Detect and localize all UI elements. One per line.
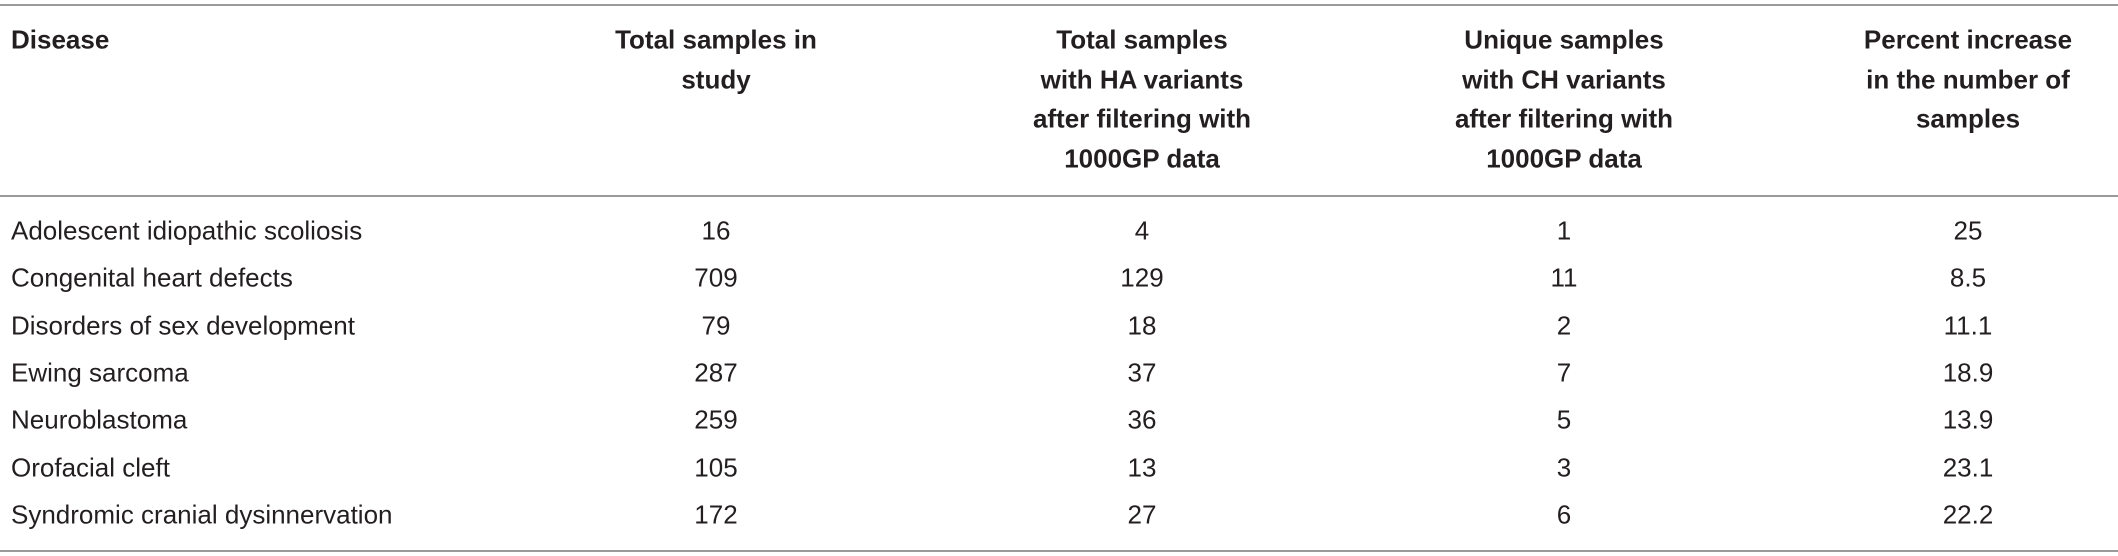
cell-value: 7 — [1556, 357, 1572, 388]
cell-value: 3 — [1556, 452, 1572, 482]
cell-value: 11.1 — [1943, 310, 1993, 341]
cell-value: 79 — [701, 310, 731, 341]
disease-name: Ewing sarcoma — [11, 357, 189, 388]
cell-value: 18.9 — [1942, 357, 1994, 388]
header-text: Unique samples — [1464, 24, 1664, 55]
cell-value: 11 — [1550, 262, 1578, 293]
header-text: with HA variants — [1040, 64, 1244, 94]
header-text: after filtering with — [1032, 103, 1252, 134]
cell-value: 4 — [1134, 215, 1150, 246]
disease-name: Syndromic cranial dysinnervation — [11, 499, 393, 530]
cell-value: 172 — [694, 499, 738, 530]
header-text: 1000GP data — [1486, 143, 1642, 173]
cell-value: 2 — [1556, 310, 1572, 341]
cell-value: 13 — [1127, 452, 1157, 482]
disease-name: Disorders of sex development — [11, 310, 355, 341]
cell-value: 18 — [1127, 310, 1157, 341]
cell-value: 16 — [701, 215, 731, 246]
cell-value: 37 — [1127, 357, 1157, 388]
cell-value: 259 — [694, 404, 738, 435]
cell-value: 8.5 — [1949, 262, 1987, 293]
cell-value: 36 — [1127, 404, 1157, 435]
cell-value: 709 — [694, 262, 738, 293]
cell-value: 13.9 — [1942, 404, 1994, 435]
header-text: 1000GP data — [1064, 143, 1220, 173]
cell-value: 287 — [694, 357, 738, 388]
disease-name: Congenital heart defects — [11, 262, 293, 293]
header-text: in the number of — [1866, 64, 2070, 94]
cell-value: 27 — [1127, 499, 1157, 530]
header-text: Percent increase — [1863, 24, 2073, 55]
cell-value: 5 — [1556, 404, 1572, 435]
cell-value: 23.1 — [1942, 452, 1994, 482]
disease-name: Orofacial cleft — [11, 452, 170, 482]
header-text: samples — [1915, 103, 2021, 134]
disease-name: Adolescent idiopathic scoliosis — [11, 215, 363, 246]
header-text: after filtering with — [1454, 103, 1674, 134]
bottom-rule — [0, 550, 2118, 552]
header-text: Disease — [11, 24, 110, 55]
cell-value: 6 — [1556, 499, 1572, 530]
top-rule — [0, 4, 2118, 6]
cell-value: 129 — [1120, 262, 1164, 293]
header-text: study — [681, 64, 751, 94]
cell-value: 25 — [1953, 215, 1983, 246]
disease-name: Neuroblastoma — [11, 404, 188, 435]
cell-value: 22.2 — [1942, 499, 1994, 530]
header-rule — [0, 195, 2118, 197]
header-text: Total samples in — [615, 24, 817, 55]
cell-value: 1 — [1556, 215, 1572, 246]
header-text: with CH variants — [1462, 64, 1666, 94]
cell-value: 105 — [694, 452, 738, 482]
header-text: Total samples — [1056, 24, 1228, 55]
